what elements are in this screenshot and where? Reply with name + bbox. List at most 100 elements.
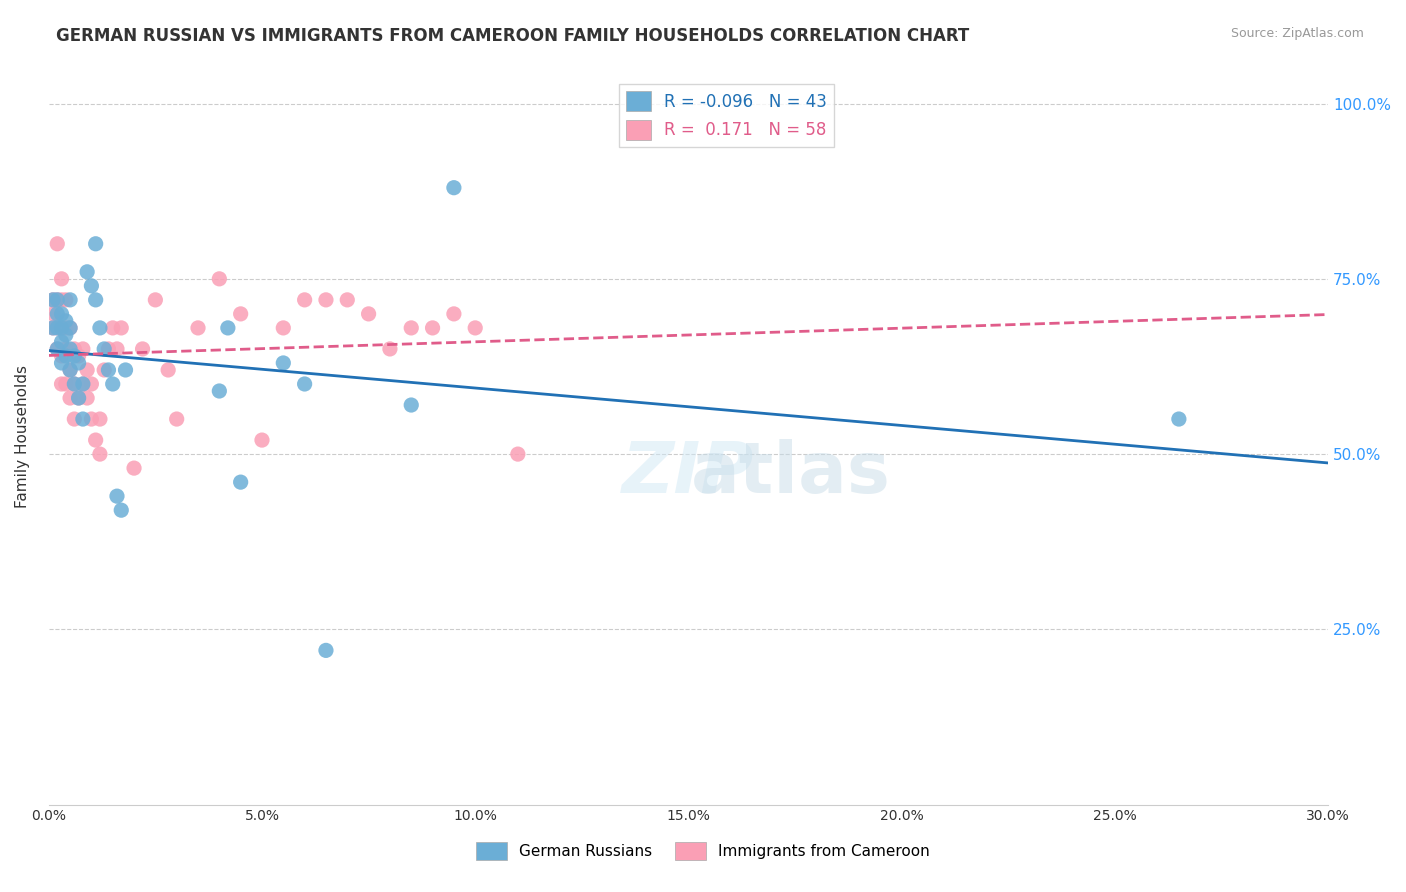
Point: [67, 391, 90, 405]
Point: [55, 293, 77, 307]
Point: [131, 342, 153, 356]
Point: [208, 272, 231, 286]
Point: [399, 321, 422, 335]
Point: [42, 293, 65, 307]
Point: [51, 321, 73, 335]
Point: [145, 293, 167, 307]
Point: [217, 321, 239, 335]
Legend: German Russians, Immigrants from Cameroon: German Russians, Immigrants from Cameroo…: [470, 836, 936, 866]
Point: [55, 376, 77, 391]
Point: [114, 363, 136, 377]
Point: [72, 376, 94, 391]
Point: [46, 236, 69, 251]
Point: [271, 321, 294, 335]
Text: ZIP: ZIP: [623, 439, 755, 508]
Point: [84, 433, 107, 447]
Point: [59, 293, 82, 307]
Point: [63, 412, 86, 426]
Point: [46, 321, 69, 335]
Point: [76, 363, 98, 377]
Point: [93, 363, 115, 377]
Point: [59, 363, 82, 377]
Point: [294, 376, 316, 391]
Point: [51, 272, 73, 286]
Point: [67, 356, 90, 370]
Point: [67, 349, 90, 363]
Point: [315, 293, 337, 307]
Point: [51, 321, 73, 335]
Point: [101, 321, 124, 335]
Point: [97, 342, 120, 356]
Point: [250, 433, 273, 447]
Point: [294, 293, 316, 307]
Point: [55, 342, 77, 356]
Point: [51, 334, 73, 349]
Point: [84, 293, 107, 307]
Point: [46, 307, 69, 321]
Point: [51, 376, 73, 391]
Point: [506, 447, 529, 461]
Point: [51, 293, 73, 307]
Point: [443, 307, 465, 321]
Point: [110, 321, 132, 335]
Point: [187, 321, 209, 335]
Text: Source: ZipAtlas.com: Source: ZipAtlas.com: [1230, 27, 1364, 40]
Point: [55, 327, 77, 342]
Point: [464, 321, 486, 335]
Point: [1167, 412, 1189, 426]
Point: [76, 391, 98, 405]
Point: [101, 376, 124, 391]
Point: [59, 391, 82, 405]
Point: [399, 398, 422, 412]
Point: [55, 321, 77, 335]
Point: [97, 363, 120, 377]
Point: [51, 307, 73, 321]
Point: [46, 293, 69, 307]
Point: [271, 356, 294, 370]
Point: [105, 342, 128, 356]
Point: [315, 643, 337, 657]
Point: [42, 321, 65, 335]
Point: [59, 321, 82, 335]
Point: [422, 321, 444, 335]
Point: [336, 293, 359, 307]
Point: [93, 342, 115, 356]
Point: [63, 376, 86, 391]
Point: [357, 307, 380, 321]
Point: [55, 314, 77, 328]
Point: [63, 349, 86, 363]
Point: [76, 265, 98, 279]
Point: [89, 412, 111, 426]
Point: [72, 342, 94, 356]
Point: [378, 342, 401, 356]
Point: [208, 384, 231, 398]
Point: [46, 342, 69, 356]
Point: [80, 412, 103, 426]
Point: [63, 342, 86, 356]
Point: [42, 321, 65, 335]
Point: [80, 278, 103, 293]
Point: [55, 349, 77, 363]
Point: [51, 356, 73, 370]
Point: [110, 503, 132, 517]
Point: [51, 349, 73, 363]
Point: [89, 321, 111, 335]
Point: [72, 412, 94, 426]
Point: [122, 461, 145, 475]
Point: [105, 489, 128, 503]
Point: [157, 363, 180, 377]
Point: [42, 307, 65, 321]
Point: [59, 363, 82, 377]
Point: [67, 391, 90, 405]
Point: [42, 293, 65, 307]
Y-axis label: Family Households: Family Households: [15, 365, 30, 508]
Point: [89, 447, 111, 461]
Text: GERMAN RUSSIAN VS IMMIGRANTS FROM CAMEROON FAMILY HOUSEHOLDS CORRELATION CHART: GERMAN RUSSIAN VS IMMIGRANTS FROM CAMERO…: [56, 27, 970, 45]
Point: [80, 376, 103, 391]
Point: [229, 307, 252, 321]
Point: [63, 376, 86, 391]
Point: [46, 342, 69, 356]
Point: [72, 376, 94, 391]
Point: [229, 475, 252, 490]
Point: [443, 180, 465, 194]
